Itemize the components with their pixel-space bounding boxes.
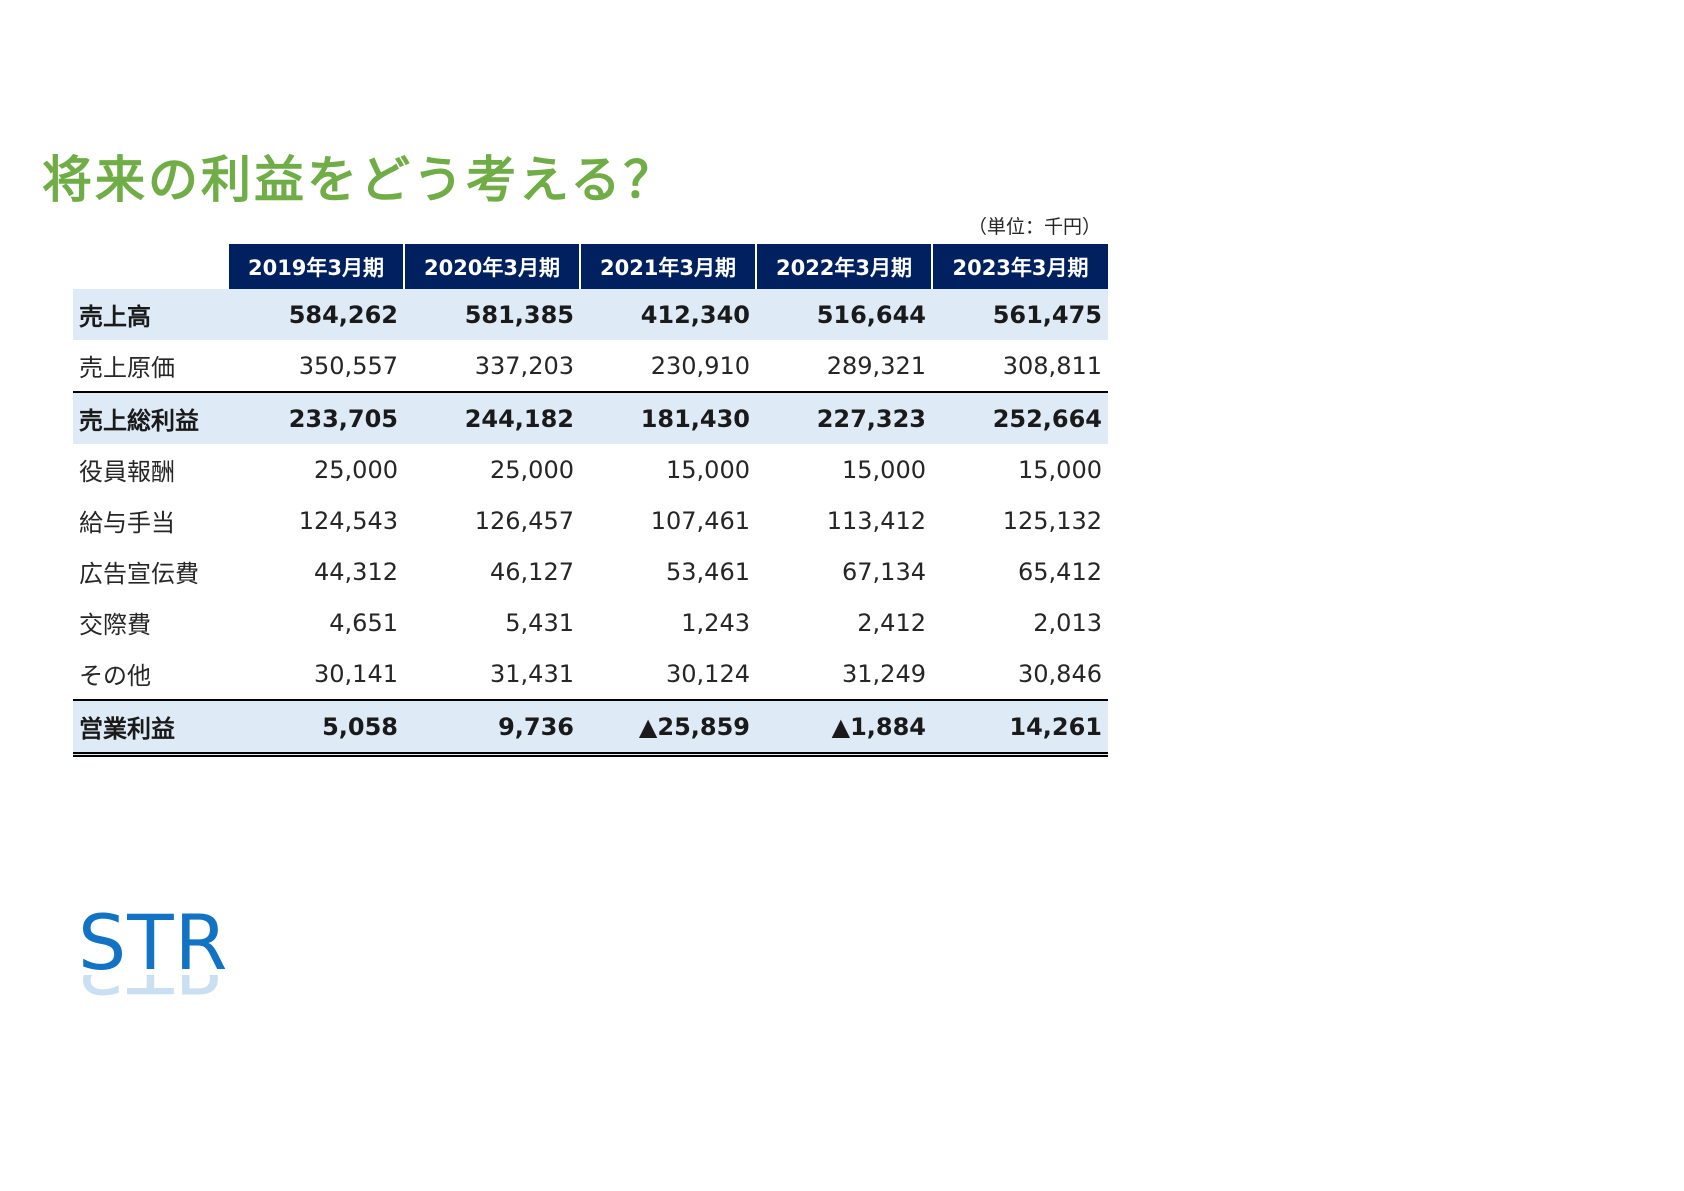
table-cell: 4,651 (329, 608, 398, 637)
table-row-advertising: 広告宣伝費 44,312 46,127 53,461 67,134 65,412 (73, 546, 1108, 597)
column-header: 2021年3月期 (579, 244, 756, 289)
table-row-gross-profit: 売上総利益 233,705 244,182 181,430 227,323 25… (73, 391, 1108, 444)
row-label: 売上高 (73, 289, 228, 340)
table-cell: 15,000 (1018, 455, 1102, 484)
table-cell: 244,182 (404, 391, 580, 444)
row-label: 営業利益 (73, 699, 228, 757)
table-cell: 113,412 (826, 506, 926, 535)
table-cell: 2,013 (1033, 608, 1102, 637)
table-cell: 30,846 (1018, 659, 1102, 688)
table-cell: ▲1,884 (756, 699, 932, 757)
table-cell: 337,203 (474, 351, 574, 380)
row-label: 売上原価 (79, 354, 175, 382)
table-cell: 252,664 (932, 391, 1108, 444)
table-cell: 350,557 (298, 351, 398, 380)
table-cell: 65,412 (1018, 557, 1102, 586)
row-label: 広告宣伝費 (79, 560, 199, 588)
table-cell: 181,430 (580, 391, 756, 444)
table-cell: 9,736 (404, 699, 580, 757)
table-cell: 227,323 (756, 391, 932, 444)
table-cell: 30,141 (314, 659, 398, 688)
table-cell: 14,261 (932, 699, 1108, 757)
table-cell: 2,412 (857, 608, 926, 637)
row-label: その他 (79, 662, 151, 690)
logo-reflection: STR (78, 975, 228, 1003)
table-row-other: その他 30,141 31,431 30,124 31,249 30,846 (73, 648, 1108, 700)
table-row-entertainment: 交際費 4,651 5,431 1,243 2,412 2,013 (73, 597, 1108, 648)
table-cell: 412,340 (580, 289, 756, 340)
table-cell: 1,243 (681, 608, 750, 637)
table-cell: 46,127 (490, 557, 574, 586)
table-cell: 5,431 (505, 608, 574, 637)
table-row-sales: 売上高 584,262 581,385 412,340 516,644 561,… (73, 289, 1108, 340)
table-cell: ▲25,859 (580, 699, 756, 757)
table-cell: 308,811 (1002, 351, 1102, 380)
table-row-operating-profit: 営業利益 5,058 9,736 ▲25,859 ▲1,884 14,261 (73, 699, 1108, 757)
page-title: 将来の利益をどう考える？ (42, 151, 677, 209)
row-label: 役員報酬 (79, 458, 175, 486)
table-cell: 31,249 (842, 659, 926, 688)
logo-text: STR (78, 898, 229, 987)
row-label: 売上総利益 (73, 391, 228, 444)
header-corner-cell (73, 244, 228, 289)
unit-note: （単位：千円） (968, 216, 1102, 238)
income-statement-table: 2019年3月期 2020年3月期 2021年3月期 2022年3月期 2023… (73, 244, 1108, 757)
table-cell: 31,431 (490, 659, 574, 688)
column-header: 2019年3月期 (227, 244, 404, 289)
column-header: 2022年3月期 (755, 244, 932, 289)
table-cell: 581,385 (404, 289, 580, 340)
column-header: 2023年3月期 (931, 244, 1108, 289)
table-cell: 30,124 (666, 659, 750, 688)
table-cell: 516,644 (756, 289, 932, 340)
table-row-cost-of-sales: 売上原価 350,557 337,203 230,910 289,321 308… (73, 340, 1108, 392)
row-label: 交際費 (79, 611, 151, 639)
table-cell: 233,705 (228, 391, 404, 444)
table-row-salaries: 給与手当 124,543 126,457 107,461 113,412 125… (73, 495, 1108, 546)
table-cell: 230,910 (650, 351, 750, 380)
table-cell: 584,262 (228, 289, 404, 340)
table-cell: 107,461 (650, 506, 750, 535)
table-cell: 67,134 (842, 557, 926, 586)
row-label: 給与手当 (79, 509, 175, 537)
table-cell: 289,321 (826, 351, 926, 380)
table-cell: 5,058 (228, 699, 404, 757)
str-logo: STR STR (78, 898, 229, 1004)
table-cell: 25,000 (490, 455, 574, 484)
table-cell: 124,543 (298, 506, 398, 535)
table-row-executive-compensation: 役員報酬 25,000 25,000 15,000 15,000 15,000 (73, 444, 1108, 495)
column-header: 2020年3月期 (403, 244, 580, 289)
table-header-row: 2019年3月期 2020年3月期 2021年3月期 2022年3月期 2023… (73, 244, 1108, 289)
table-cell: 25,000 (314, 455, 398, 484)
table-cell: 15,000 (666, 455, 750, 484)
table-cell: 125,132 (1002, 506, 1102, 535)
table-cell: 44,312 (314, 557, 398, 586)
table-cell: 561,475 (932, 289, 1108, 340)
table-cell: 53,461 (666, 557, 750, 586)
table-cell: 15,000 (842, 455, 926, 484)
table-cell: 126,457 (474, 506, 574, 535)
